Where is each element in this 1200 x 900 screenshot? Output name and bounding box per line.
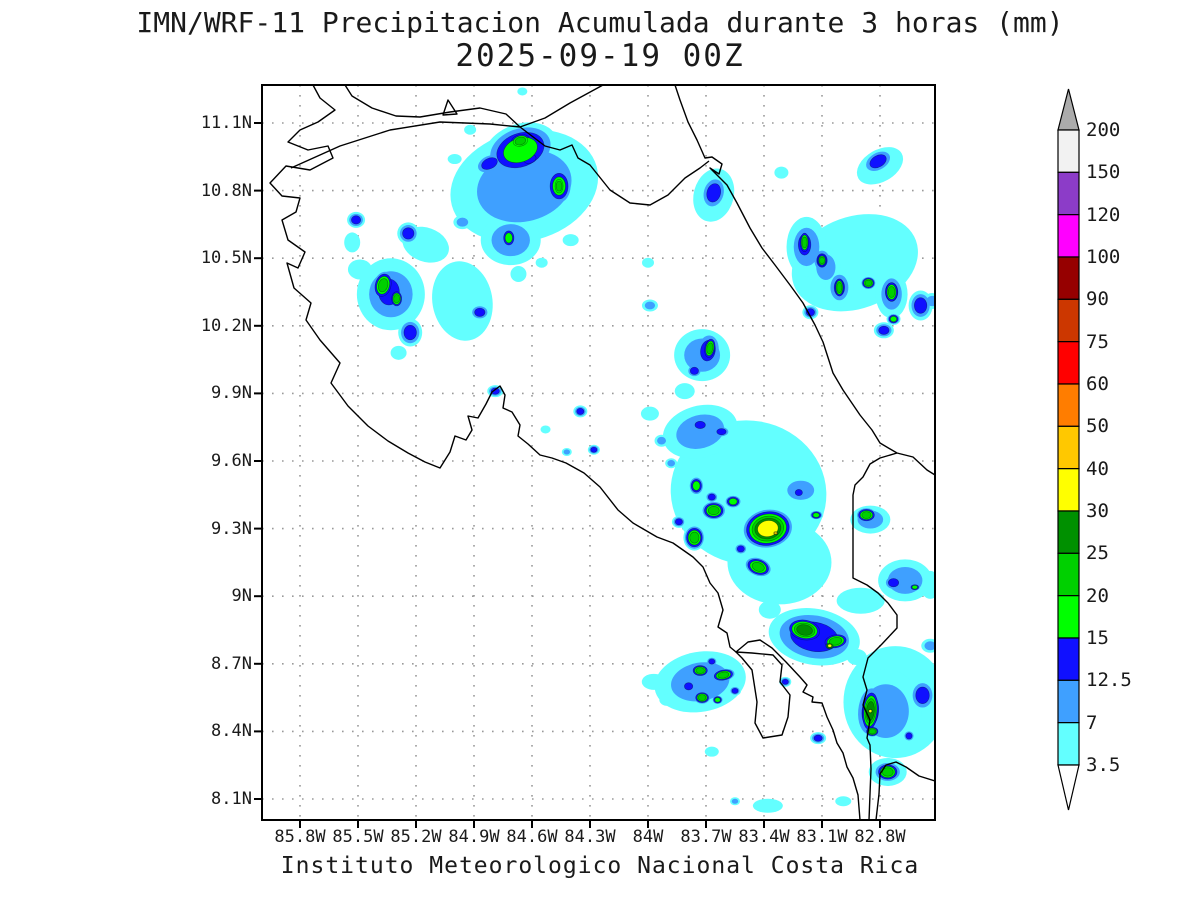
colorbar-level-label: 3.5 (1086, 753, 1121, 776)
nicaragua-border (290, 121, 710, 206)
lon-tick-label: 84.3W (564, 827, 616, 847)
colorbar-level-label: 150 (1086, 161, 1121, 184)
colorbar-box (1057, 214, 1080, 258)
lon-tick-label: 84.9W (448, 827, 500, 847)
lon-tick-label: 85.5W (332, 827, 384, 847)
colorbar-box (1057, 383, 1080, 427)
colorbar-legend (1057, 88, 1080, 811)
page-subtitle-datetime: 2025-09-19 00Z (455, 38, 745, 74)
precipitation-map (254, 84, 936, 828)
lat-tick-label: 8.1N (211, 789, 252, 809)
colorbar-level-label: 30 (1086, 499, 1109, 522)
lake-nicaragua-shore (344, 85, 604, 128)
lon-tick-label: 82.8W (854, 827, 906, 847)
colorbar-level-label: 200 (1086, 119, 1121, 141)
coastline-borders (269, 85, 935, 820)
lon-tick-label: 85.8W (274, 827, 326, 847)
page-title: IMN/WRF-11 Precipitacion Acumulada duran… (136, 6, 1064, 39)
osa-peninsula (735, 651, 791, 739)
colorbar-level-label: 120 (1086, 203, 1121, 226)
colorbar-level-label: 60 (1086, 372, 1109, 395)
colorbar-box (1057, 679, 1080, 724)
lat-tick-label: 8.4N (211, 721, 252, 742)
lat-tick-label: 10.5N (200, 248, 252, 269)
colorbar-level-label: 90 (1086, 288, 1109, 311)
colorbar-box (1057, 171, 1080, 216)
colorbar-box (1057, 468, 1080, 512)
footer-institute: Instituto Meteorologico Nacional Costa R… (280, 853, 920, 879)
lat-tick-label: 9.6N (211, 451, 252, 471)
lon-tick-label: 84W (632, 827, 664, 847)
lake-island (442, 99, 458, 116)
colorbar-arrow-top (1057, 88, 1080, 131)
lon-tick-label: 83.4W (738, 827, 790, 847)
colorbar-box (1057, 722, 1080, 766)
panama-coastline (875, 761, 935, 820)
colorbar-box (1057, 510, 1080, 554)
axis-tick-marks (254, 122, 881, 828)
colorbar-box (1057, 341, 1080, 385)
lat-tick-label: 9N (231, 586, 252, 607)
colorbar-box (1057, 552, 1080, 597)
colorbar-level-label: 40 (1086, 457, 1109, 480)
colorbar-arrow-bottom (1057, 764, 1080, 811)
panama-border (852, 452, 898, 820)
plot-frame (261, 84, 936, 821)
precipitation-cells (344, 87, 935, 813)
caribbean-coastline (674, 85, 935, 476)
lat-tick-label: 11.1N (200, 113, 252, 133)
colorbar-level-label: 100 (1086, 245, 1121, 268)
map-inner (262, 85, 935, 820)
lon-tick-label: 83.1W (796, 827, 848, 847)
colorbar-box (1057, 637, 1080, 681)
lon-tick-label: 83.7W (680, 827, 732, 847)
colorbar-level-label: 7 (1086, 711, 1098, 734)
lat-tick-label: 10.2N (200, 315, 252, 336)
colorbar-level-label: 15 (1086, 626, 1109, 649)
lat-tick-label: 10.8N (200, 180, 252, 201)
colorbar-level-label: 50 (1086, 415, 1109, 438)
lon-tick-label: 85.2W (390, 827, 442, 847)
colorbar-level-label: 12.5 (1086, 669, 1132, 692)
colorbar-box (1057, 595, 1080, 639)
colorbar-level-label: 25 (1086, 542, 1109, 565)
lat-tick-label: 9.3N (211, 518, 252, 539)
colorbar-box (1057, 256, 1080, 300)
colorbar-box (1057, 425, 1080, 470)
colorbar-box (1057, 298, 1080, 343)
pacific-coastline (269, 85, 861, 820)
colorbar-level-label: 20 (1086, 584, 1109, 607)
colorbar-box (1057, 129, 1080, 173)
lat-tick-label: 8.7N (211, 653, 252, 674)
lon-tick-label: 84.6W (506, 827, 558, 847)
lat-tick-label: 9.9N (211, 383, 252, 404)
colorbar-level-label: 75 (1086, 330, 1109, 353)
